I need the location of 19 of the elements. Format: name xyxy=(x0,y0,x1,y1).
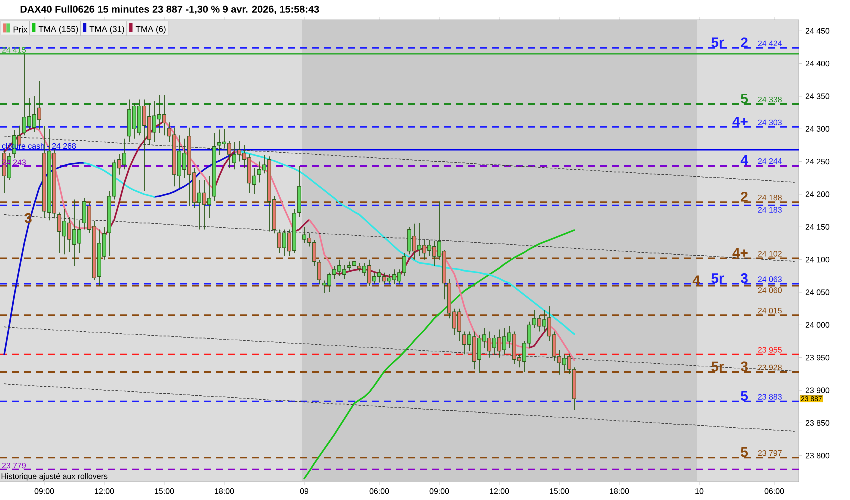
annotation: 5 xyxy=(741,447,748,458)
legend-label: TMA (31) xyxy=(90,26,124,34)
chart-title: DAX40 Full0626 15 minutes 23 887 -1,30 % 9 avr. 2026, 15:58:43 xyxy=(20,6,320,14)
annotation: 2 xyxy=(741,38,748,48)
annotation: 4 xyxy=(740,156,748,166)
annotation: 5r xyxy=(712,274,724,284)
annotation: 4+ xyxy=(732,248,748,258)
annotation: 3 xyxy=(740,273,748,284)
annotation: 5r xyxy=(712,38,724,48)
legend-label: TMA (6) xyxy=(136,26,166,34)
annotation: 5r xyxy=(712,362,724,372)
candlestick xyxy=(318,260,322,286)
legend-label: TMA (155) xyxy=(38,26,78,34)
annotation: 2 xyxy=(741,192,748,202)
legend-label: Prix xyxy=(14,26,28,33)
annotation: 4+ xyxy=(732,116,748,127)
annotation: 5 xyxy=(741,391,748,402)
annotation: 4 xyxy=(692,276,700,286)
annotation: 5 xyxy=(741,94,748,104)
